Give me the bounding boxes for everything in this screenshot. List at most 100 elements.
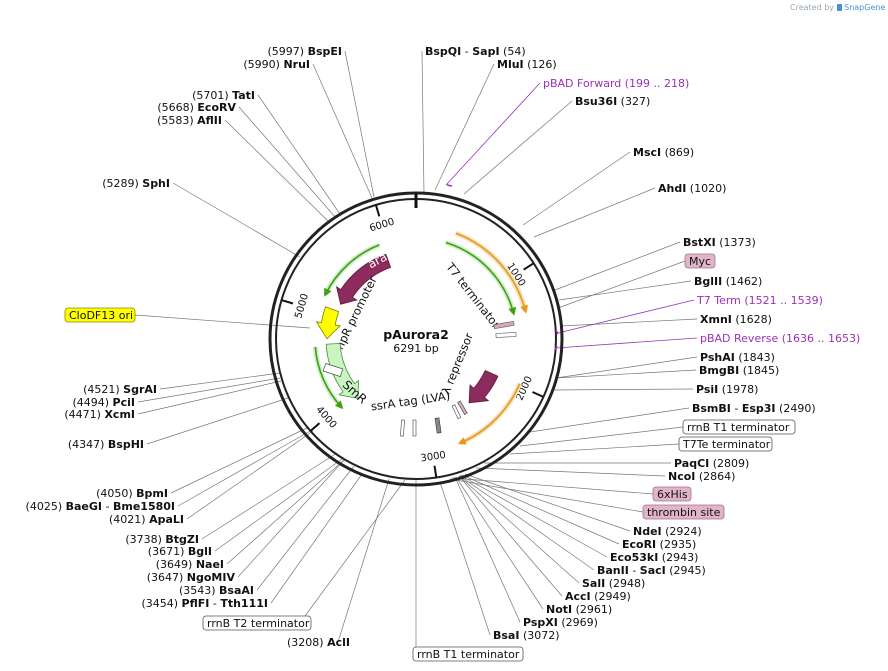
site-pos: (327) bbox=[617, 95, 650, 108]
terminator-mark-bottom-2 bbox=[412, 419, 417, 437]
arc-green-right-head bbox=[508, 306, 517, 316]
site-pos: (1462) bbox=[722, 275, 762, 288]
site-label-ahdi[interactable]: AhdI (1020) bbox=[658, 182, 726, 195]
site-label-aflii[interactable]: (5583) AflII bbox=[157, 114, 222, 127]
lambda-repressor-feature[interactable] bbox=[468, 369, 499, 404]
leader-acli bbox=[337, 478, 390, 643]
pbad-forward-label[interactable]: pBAD Forward (199 .. 218) bbox=[543, 77, 689, 90]
leader-t7-term bbox=[557, 299, 695, 334]
enzyme-name: NgoMIV bbox=[187, 571, 236, 584]
site-label-ngomiv[interactable]: (3647) NgoMIV bbox=[147, 571, 236, 584]
site-label-xcmi[interactable]: (4471) XcmI bbox=[64, 408, 135, 421]
terminator-mark-bottom-3 bbox=[451, 404, 462, 420]
site-label-baegi[interactable]: (4025) BaeGI - Bme1580I bbox=[26, 500, 175, 513]
leader-btgzi bbox=[201, 452, 338, 540]
t7-term-label[interactable]: T7 Term (1521 .. 1539) bbox=[696, 294, 823, 307]
site-label-ndei[interactable]: NdeI (2924) bbox=[633, 525, 702, 538]
pbad-reverse-label[interactable]: pBAD Reverse (1636 .. 1653) bbox=[700, 332, 860, 345]
site-label-sali[interactable]: SalI (2948) bbox=[582, 577, 645, 590]
site-label-bstxi[interactable]: BstXI (1373) bbox=[683, 236, 756, 249]
site-pos: (3543) bbox=[179, 584, 219, 597]
site-sep: - bbox=[461, 45, 472, 58]
site-label-ecorv[interactable]: (5668) EcoRV bbox=[157, 101, 236, 114]
enzyme-name: XcmI bbox=[104, 408, 135, 421]
clodf13-ori-box[interactable] bbox=[64, 307, 136, 323]
site-label-paqci[interactable]: PaqCI (2809) bbox=[674, 457, 749, 470]
site-label-sphi[interactable]: (5289) SphI bbox=[102, 177, 170, 190]
leader-xmni bbox=[560, 318, 698, 327]
site-label-mlui[interactable]: MluI (126) bbox=[497, 58, 557, 71]
site-label-acci[interactable]: AccI (2949) bbox=[565, 590, 631, 603]
site-label-pflfi[interactable]: (3454) PflFI - Tth111I bbox=[141, 597, 268, 610]
watermark: Created by SnapGene bbox=[790, 3, 885, 12]
enzyme-name: Bme1580I bbox=[113, 500, 175, 513]
site-label-bsai[interactable]: BsaI (3072) bbox=[493, 629, 560, 642]
site-pos: (126) bbox=[524, 58, 557, 71]
site-label-pspxi[interactable]: PspXI (2969) bbox=[523, 616, 598, 629]
enzyme-name: AccI bbox=[565, 590, 591, 603]
arac-feature[interactable] bbox=[335, 253, 392, 305]
arc-green-left-low-head bbox=[334, 400, 344, 410]
leader-acci bbox=[458, 475, 563, 597]
terminator-mark-bottom-1 bbox=[400, 419, 405, 437]
site-label-bspei[interactable]: (5997) BspEI bbox=[268, 45, 343, 58]
site-label-naei[interactable]: (3649) NaeI bbox=[156, 558, 224, 571]
site-label-msci[interactable]: MscI (869) bbox=[633, 146, 694, 159]
enzyme-name: ApaLI bbox=[149, 513, 184, 526]
leader-nrui bbox=[312, 63, 373, 199]
site-label-bsu36i[interactable]: Bsu36I (327) bbox=[575, 95, 650, 108]
leader-pcii bbox=[137, 377, 281, 403]
enzyme-name: BspEI bbox=[308, 45, 342, 58]
plasmid-name: pAurora2 bbox=[383, 327, 449, 342]
site-label-apali[interactable]: (4021) ApaLI bbox=[109, 513, 184, 526]
site-label-pshai[interactable]: PshAI (1843) bbox=[700, 351, 775, 364]
snapgene-logo-icon bbox=[836, 4, 842, 11]
site-label-nrui[interactable]: (5990) NruI bbox=[243, 58, 310, 71]
site-pos: (2924) bbox=[662, 525, 702, 538]
enzyme-name: Tth111I bbox=[220, 597, 268, 610]
site-label-tati[interactable]: (5701) TatI bbox=[192, 89, 255, 102]
enzyme-name: PsiI bbox=[696, 383, 718, 396]
site-label-bpmi[interactable]: (4050) BpmI bbox=[96, 487, 168, 500]
thrombin-site-box[interactable] bbox=[642, 504, 725, 520]
site-label-sgrai[interactable]: (4521) SgrAI bbox=[83, 383, 157, 396]
enzyme-name: BpmI bbox=[136, 487, 168, 500]
tick-label-3000: 3000 bbox=[420, 450, 447, 465]
site-label-noti[interactable]: NotI (2961) bbox=[546, 603, 612, 616]
site-label-eco53ki[interactable]: Eco53kI (2943) bbox=[610, 551, 698, 564]
site-label-bspqi[interactable]: BspQI - SapI (54) bbox=[425, 45, 526, 58]
site-label-bmgbi[interactable]: BmgBI (1845) bbox=[699, 364, 779, 377]
6xhis-box[interactable] bbox=[652, 486, 692, 502]
rrnb-t1-terminator-right-box[interactable] bbox=[682, 419, 796, 435]
site-label-bsphi[interactable]: (4347) BspHI bbox=[68, 438, 144, 451]
enzyme-name: NotI bbox=[546, 603, 572, 616]
site-label-bsaai[interactable]: (3543) BsaAI bbox=[179, 584, 254, 597]
site-label-pcii[interactable]: (4494) PciI bbox=[72, 396, 135, 409]
rrnb-t2-terminator-box[interactable] bbox=[202, 615, 312, 631]
t7-terminator-mark-1 bbox=[493, 320, 515, 330]
site-label-ncoi[interactable]: NcoI (2864) bbox=[668, 470, 735, 483]
site-label-btgzi[interactable]: (3738) BtgZI bbox=[125, 533, 199, 546]
leader-bsmbi bbox=[529, 407, 690, 433]
enzyme-name: SphI bbox=[142, 177, 170, 190]
site-label-banii[interactable]: BanII - SacI (2945) bbox=[597, 564, 706, 577]
enzyme-name: Bsu36I bbox=[575, 95, 617, 108]
site-label-acli[interactable]: (3208) AclI bbox=[287, 636, 350, 649]
leader-bsaai bbox=[256, 465, 355, 591]
site-label-ecori[interactable]: EcoRI (2935) bbox=[622, 538, 696, 551]
myc-box[interactable] bbox=[684, 253, 716, 269]
site-label-bgli[interactable]: (3671) BglI bbox=[148, 545, 212, 558]
site-pos: (3649) bbox=[156, 558, 196, 571]
site-label-bsmbi[interactable]: BsmBI - Esp3I (2490) bbox=[692, 402, 816, 415]
site-pos: (4021) bbox=[109, 513, 149, 526]
t7te-terminator-box[interactable] bbox=[678, 436, 773, 452]
enzyme-name: BmgBI bbox=[699, 364, 739, 377]
site-pos: (2961) bbox=[572, 603, 612, 616]
site-label-psii[interactable]: PsiI (1978) bbox=[696, 383, 758, 396]
site-pos: (1373) bbox=[716, 236, 756, 249]
site-label-xmni[interactable]: XmnI (1628) bbox=[700, 313, 772, 326]
ampr-promoter-feature[interactable] bbox=[315, 306, 341, 340]
rrnb-t1-terminator-bottom-box[interactable] bbox=[412, 646, 524, 662]
site-label-bglii[interactable]: BglII (1462) bbox=[694, 275, 762, 288]
